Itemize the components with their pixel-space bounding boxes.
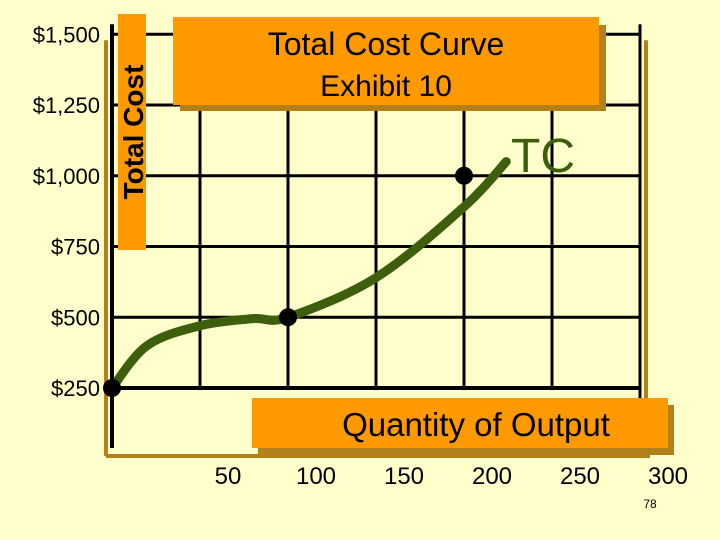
y-tick-label: $500: [51, 305, 100, 330]
page-number: 78: [643, 497, 657, 511]
y-tick-label: $1,500: [33, 22, 100, 47]
x-tick-labels: 50 100 150 200 250 300: [215, 463, 688, 490]
x-tick-label: 150: [384, 463, 424, 490]
tc-point-1: [279, 308, 297, 327]
tc-series: [103, 157, 511, 397]
y-axis-label: Total Cost: [118, 65, 149, 200]
y-tick-labels: $250 $500 $750 $1,000 $1,250 $1,500: [33, 22, 100, 401]
x-tick-label: 250: [560, 463, 600, 490]
x-tick-label: 50: [215, 463, 242, 490]
xlabel-box: [252, 398, 668, 448]
y-tick-label: $1,250: [33, 93, 100, 118]
x-tick-label: 300: [648, 463, 688, 490]
tc-point-2: [455, 166, 473, 185]
ylabel-box: [118, 14, 146, 250]
x-tick-label: 200: [472, 463, 512, 490]
y-tick-label: $750: [51, 235, 100, 260]
x-axis-label: Quantity of Output: [342, 406, 610, 443]
chart-labels: Total Cost Total Cost Curve Exhibit 10 T…: [118, 14, 674, 511]
chart-subtitle: Exhibit 10: [320, 70, 452, 103]
tc-curve: [107, 157, 511, 393]
axes: [110, 24, 642, 448]
tc-series-label: TC: [511, 130, 575, 183]
y-tick-label: $1,000: [33, 164, 100, 189]
title-box: [173, 17, 599, 105]
x-tick-label: 100: [296, 463, 336, 490]
tc-point-0: [103, 379, 121, 397]
y-tick-label: $250: [51, 376, 100, 401]
chart-title: Total Cost Curve: [268, 26, 505, 62]
